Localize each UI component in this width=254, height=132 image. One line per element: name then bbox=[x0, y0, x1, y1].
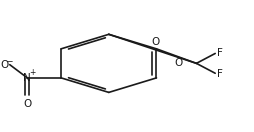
Text: +: + bbox=[30, 68, 36, 77]
Text: N: N bbox=[23, 73, 31, 83]
Text: F: F bbox=[217, 69, 223, 79]
Text: O: O bbox=[175, 58, 183, 68]
Text: −: − bbox=[5, 56, 12, 65]
Text: O: O bbox=[151, 37, 159, 47]
Text: O: O bbox=[23, 99, 31, 109]
Text: O: O bbox=[0, 60, 8, 70]
Text: F: F bbox=[217, 48, 223, 58]
